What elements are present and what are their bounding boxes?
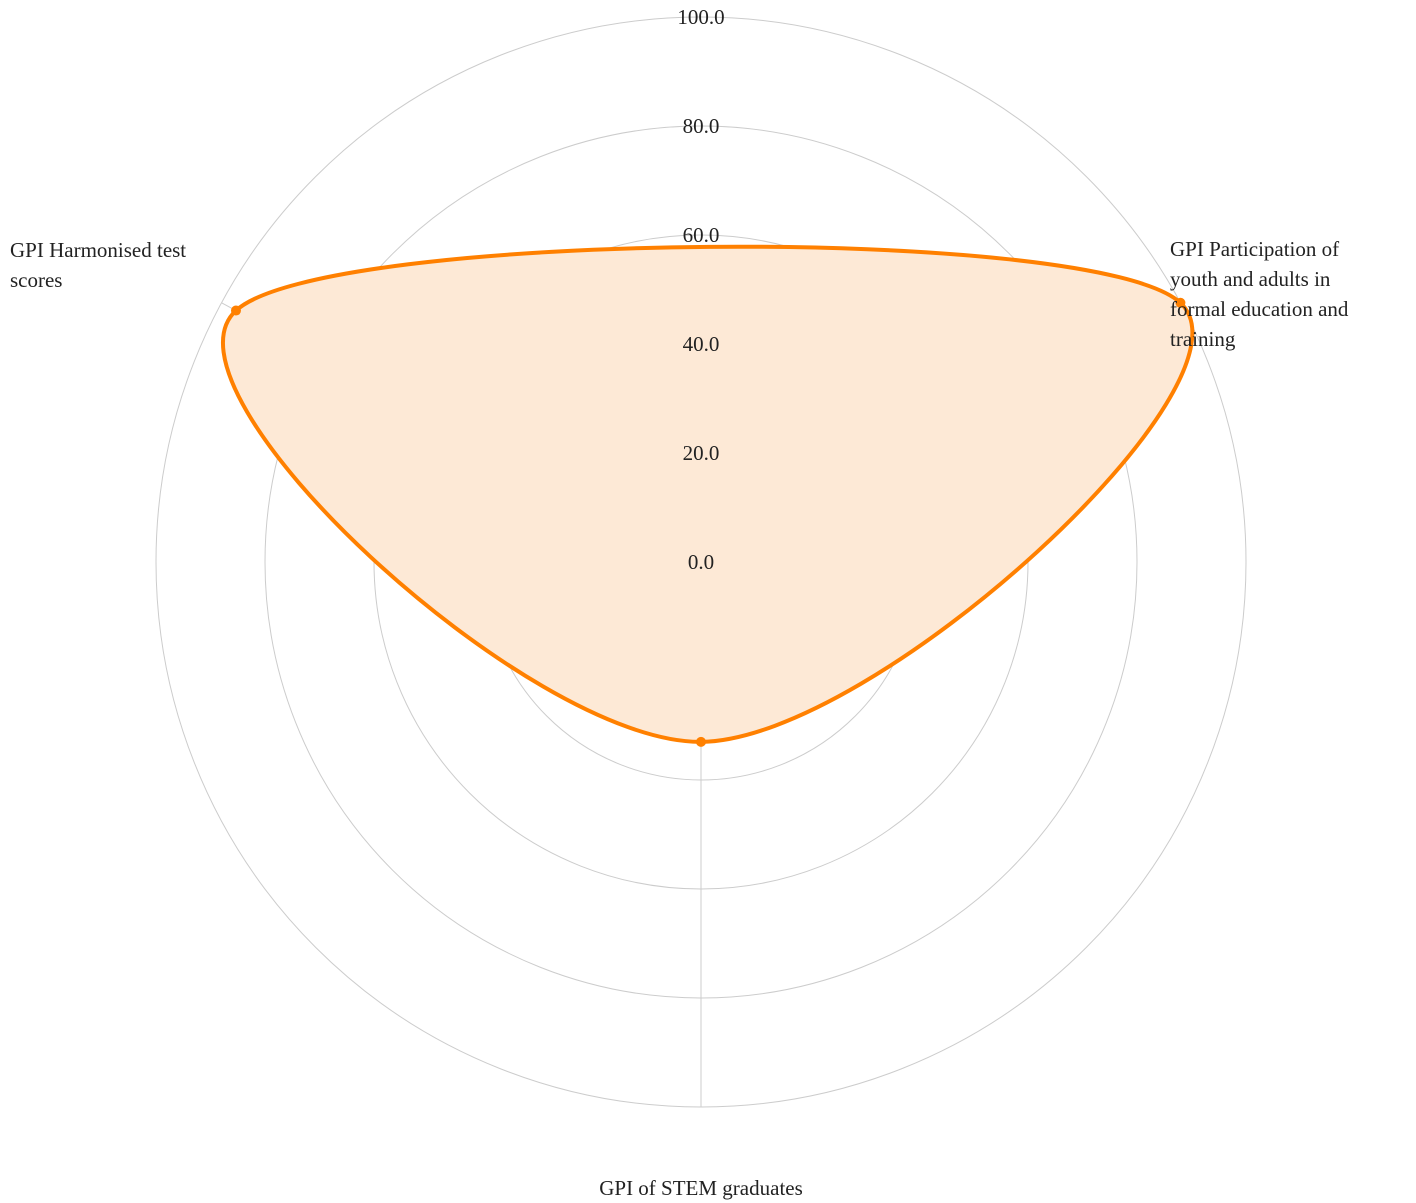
r-tick-label: 0.0 <box>688 550 714 574</box>
axis-label-line: scores <box>10 268 62 292</box>
r-tick-label: 80.0 <box>683 114 720 138</box>
axis-label: GPI Harmonised test scores <box>10 238 186 292</box>
r-tick-label: 40.0 <box>683 332 720 356</box>
series-point <box>230 305 241 316</box>
axis-label-line: training <box>1170 327 1236 351</box>
axis-label-line: GPI of STEM graduates <box>599 1176 803 1200</box>
series-area <box>222 246 1193 742</box>
series-line <box>220 244 1195 744</box>
axis-label-line: youth and adults in <box>1170 267 1331 291</box>
axis-label-line: GPI Harmonised test <box>10 238 186 262</box>
r-tick-label: 60.0 <box>683 223 720 247</box>
r-tick-label: 100.0 <box>677 5 724 29</box>
axis-label-line: GPI Participation of <box>1170 237 1339 261</box>
axis-label: GPI Participation of youth and adults in f… <box>1170 237 1349 351</box>
axis-label: GPI of STEM graduates <box>599 1176 803 1200</box>
series-point <box>696 736 706 747</box>
series-point <box>1175 297 1186 308</box>
series-layer <box>220 244 1195 747</box>
axis-label-line: formal education and <box>1170 297 1349 321</box>
r-tick-label: 20.0 <box>683 441 720 465</box>
label-layer: 0.0 20.0 40.0 60.0 80.0 100.0 GPI Participatio… <box>10 5 1349 1200</box>
